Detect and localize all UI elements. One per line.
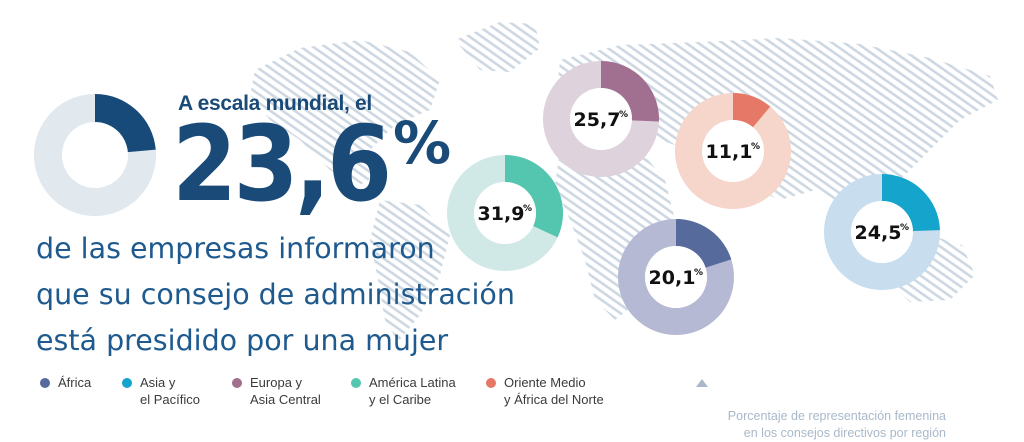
region-donut-africa: 20,1% xyxy=(617,219,734,335)
region-donut-oriente-medio: 11,1% xyxy=(674,93,791,210)
main-donut-value-arc xyxy=(95,94,156,153)
region-donut-hole-oriente-medio xyxy=(702,120,764,182)
legend-swatch-europa-asia-central xyxy=(232,378,242,388)
region-value-label-europa-asia-central: 25,7 xyxy=(574,109,621,131)
region-donut-america-latina: 31,9% xyxy=(446,155,563,271)
region-donut-track-oriente-medio xyxy=(674,93,791,210)
region-donut-hole-america-latina xyxy=(474,182,536,244)
legend-swatch-america-latina xyxy=(351,378,361,388)
region-value-unit-america-latina: % xyxy=(523,204,532,214)
region-donuts: 20,1%24,5%25,7%31,9%11,1% xyxy=(446,61,940,335)
legend-label-america-latina: América Latina y el Caribe xyxy=(369,375,456,407)
headline-subtext: de las empresas informaron que su consej… xyxy=(36,226,515,364)
map-note: Porcentaje de representación femenina en… xyxy=(696,374,946,442)
region-value-unit-europa-asia-central: % xyxy=(619,110,628,120)
legend-label-europa-asia-central: Europa y Asia Central xyxy=(250,375,321,407)
headline-subtext-line-3: está presidido por una mujer xyxy=(36,324,449,357)
legend-swatch-africa xyxy=(40,378,50,388)
headline-unit: % xyxy=(393,109,452,177)
headline-subtext-line-1: de las empresas informaron xyxy=(36,232,435,265)
legend-label-africa: África xyxy=(58,375,92,390)
region-donut-arc-oriente-medio xyxy=(733,93,771,128)
legend-swatch-asia-pacifico xyxy=(122,378,132,388)
legend-label-asia-pacifico: Asia y el Pacífico xyxy=(140,375,200,407)
headline-intro: A escala mundial, el xyxy=(178,92,372,115)
region-value-label-africa: 20,1 xyxy=(649,267,696,289)
region-donut-arc-europa-asia-central xyxy=(601,61,659,122)
region-value-unit-asia-pacifico: % xyxy=(900,223,909,233)
region-donut-arc-africa xyxy=(676,219,732,268)
region-donut-hole-africa xyxy=(645,246,707,308)
triangle-up-icon xyxy=(696,379,708,387)
legend-label-oriente-medio: Oriente Medio y África del Norte xyxy=(504,375,604,407)
region-value-label-asia-pacifico: 24,5 xyxy=(855,222,902,244)
legend-swatch-oriente-medio xyxy=(486,378,496,388)
region-donut-europa-asia-central: 25,7% xyxy=(542,61,659,177)
region-donut-arc-america-latina xyxy=(505,155,563,238)
map-note-text: Porcentaje de representación femenina en… xyxy=(727,409,946,440)
region-donut-hole-asia-pacifico xyxy=(851,201,913,263)
region-donut-hole-europa-asia-central xyxy=(570,88,632,150)
region-value-unit-oriente-medio: % xyxy=(751,142,760,152)
region-value-unit-africa: % xyxy=(694,268,703,278)
region-value-label-america-latina: 31,9 xyxy=(478,203,525,225)
headline-subtext-line-2: que su consejo de administración xyxy=(36,278,515,311)
region-donut-arc-asia-pacifico xyxy=(882,174,940,232)
headline-value: 23,6 xyxy=(172,103,392,225)
region-donut-asia-pacifico: 24,5% xyxy=(823,174,940,291)
region-value-label-oriente-medio: 11,1 xyxy=(706,141,753,163)
